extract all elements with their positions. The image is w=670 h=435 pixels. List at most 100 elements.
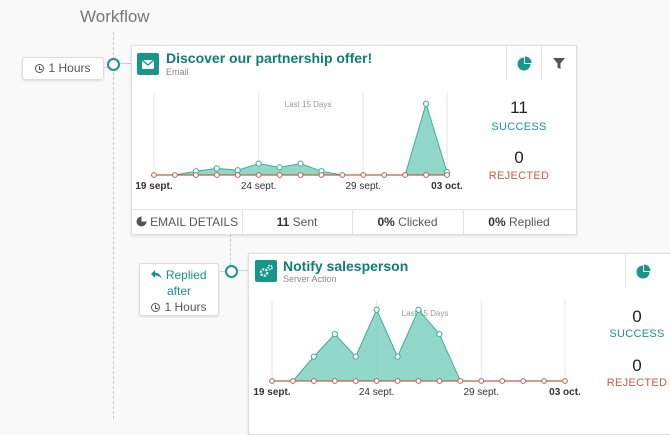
delay-label: 1 Hours [48,61,91,75]
success-point [436,331,443,338]
rejected-point [520,378,527,384]
trigger-connector [220,271,225,272]
success-point [297,160,304,167]
activity-node-dot [107,58,120,71]
chart-caption: Last 15 Days [285,100,332,109]
rejected-point [269,378,275,384]
delay-badge[interactable]: 1 Hours [22,57,104,80]
stats-button[interactable] [625,254,660,288]
x-tick-label: 19 sept. [135,181,172,192]
success-point [255,160,262,167]
success-label: SUCCESS [609,328,665,340]
stats-button[interactable] [506,46,541,80]
activity-subtitle: Email [166,67,189,77]
replied-value: 0% [488,215,506,229]
x-tick-label: 29 sept. [463,387,499,398]
child-connector-line [230,234,231,270]
success-point [394,353,401,360]
rejected-point [172,172,178,178]
reply-arrow-icon [151,270,162,279]
rejected-point [318,172,325,178]
x-tick-label: 03 oct. [549,387,581,398]
success-count: 0 [632,307,642,326]
filter-button[interactable] [541,46,576,80]
rejected-point [444,172,450,178]
rejected-point [381,172,388,178]
rejected-point [310,378,317,384]
node-connector [238,270,248,271]
rejected-point [213,172,220,178]
email-details-button[interactable]: EMAIL DETAILS [132,210,243,234]
rejected-point [297,172,304,178]
rejected-point [339,172,346,178]
sent-value: 11 [276,215,290,229]
rejected-count: 0 [514,148,524,167]
activity-card-email: Discover our partnership offer! Email La… [131,45,577,235]
success-point [373,306,380,313]
success-point [352,353,359,360]
replied-label: Replied [508,215,550,229]
x-tick-label: 29 sept. [345,181,381,192]
pie-chart-icon [136,216,147,227]
trigger-after-label: after [166,284,191,298]
replied-stat[interactable]: 0% Replied [463,210,575,234]
success-point [331,331,338,338]
chart-caption: Last 15 Days [402,309,449,318]
filter-icon [553,58,565,69]
x-tick-label: 24 sept. [241,181,277,192]
rejected-count: 0 [632,356,642,375]
activity-chart: Last 15 Days 19 sept. 24 sept. 29 sept. 03 o… [253,300,581,398]
rejected-point [373,378,380,384]
rejected-label: REJECTED [606,377,668,389]
trigger-badge[interactable]: Replied after 1 Hours [139,263,219,316]
success-point [415,306,422,313]
success-point [276,164,283,171]
rejected-point [478,378,485,384]
clock-icon [151,303,161,312]
x-tick-label: 03 oct. [431,181,463,192]
rejected-point [360,172,367,178]
pie-chart-icon [517,56,532,71]
activity-node-dot [225,265,238,278]
rejected-point [352,378,359,384]
success-point [422,100,430,107]
sent-label: Sent [292,215,318,229]
clicked-stat[interactable]: 0% Clicked [352,210,464,234]
delay-connector [103,67,108,68]
rejected-point [402,172,409,178]
rejected-label: REJECTED [488,170,550,182]
rejected-point [423,172,429,178]
rejected-point [541,378,547,384]
clicked-label: Clicked [398,215,438,229]
activity-footer: EMAIL DETAILS 11 Sent 0% Clicked 0% Repl… [132,209,576,234]
activity-title[interactable]: Discover our partnership offer! [166,50,373,66]
rejected-point [151,172,157,178]
activity-title[interactable]: Notify salesperson [283,258,409,274]
success-count: 11 [510,98,528,117]
rejected-point [331,378,338,384]
rejected-point [562,378,568,384]
x-tick-label: 24 sept. [359,387,395,398]
workflow-timeline-line [113,32,114,419]
envelope-icon [137,53,159,75]
x-tick-label: 19 sept. [253,387,290,398]
success-point [310,353,317,360]
rejected-point [192,172,199,178]
trigger-delay-label: 1 Hours [164,300,207,314]
rejected-point [457,378,464,384]
rejected-point [436,378,443,384]
activity-chart: Last 15 Days 19 sept. 24 sept. 29 sept. 03 o… [135,93,463,192]
sent-stat[interactable]: 11 Sent [242,210,353,234]
clicked-value: 0% [377,215,395,229]
gears-icon [255,260,277,282]
email-details-label: EMAIL DETAILS [150,215,239,229]
rejected-point [394,378,401,384]
success-label: SUCCESS [491,121,547,133]
success-point [234,167,241,174]
activity-subtitle: Server Action [283,274,337,284]
success-area [272,308,565,382]
workflow-title: Workflow [80,7,150,26]
rejected-point [234,172,241,178]
rejected-point [290,378,296,384]
pie-chart-icon [636,264,651,279]
